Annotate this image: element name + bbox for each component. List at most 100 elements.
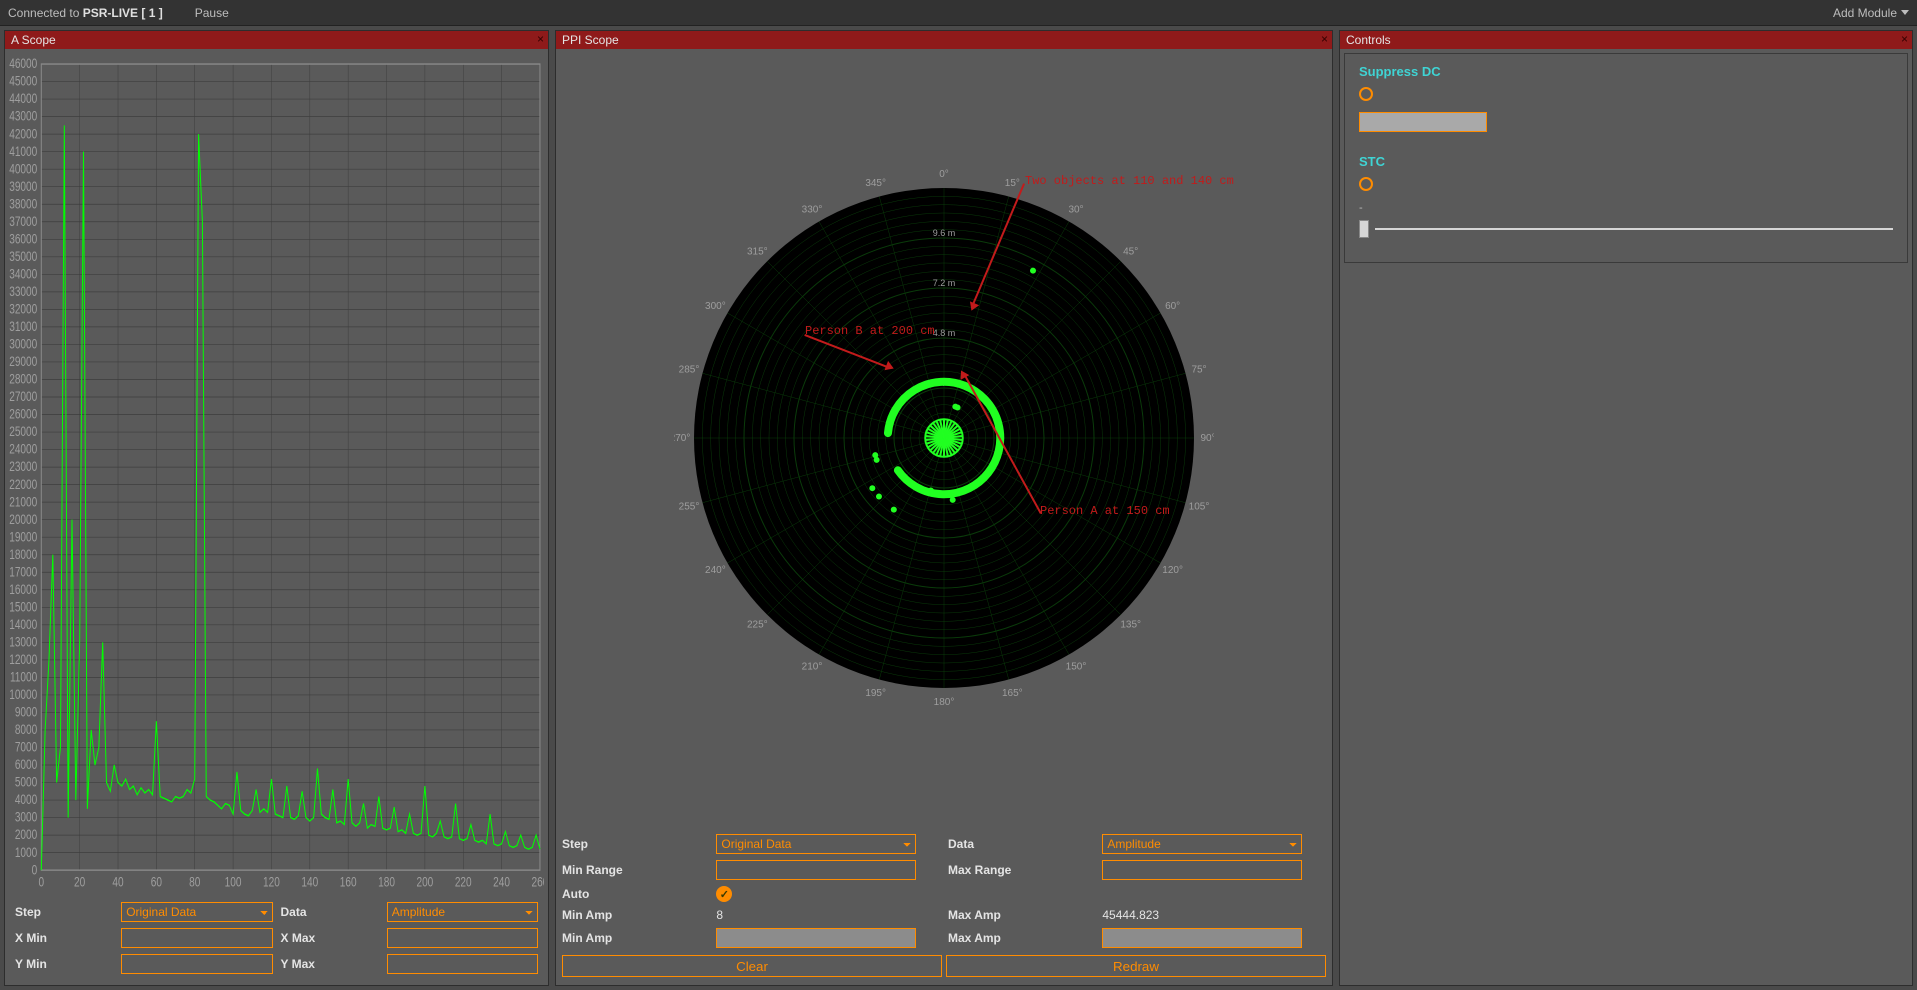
- svg-text:30°: 30°: [1068, 204, 1083, 215]
- svg-text:14000: 14000: [9, 616, 37, 632]
- maxrange-input[interactable]: [1102, 860, 1302, 880]
- ppiscope-form: Step Original Data Data Amplitude Min Ra…: [556, 827, 1332, 985]
- topbar: Connected to PSR-LIVE [ 1 ] Pause Add Mo…: [0, 0, 1917, 26]
- minrange-input[interactable]: [716, 860, 916, 880]
- step-label: Step: [11, 899, 117, 925]
- stc-label: STC: [1359, 154, 1893, 169]
- svg-text:35000: 35000: [9, 248, 37, 264]
- svg-text:160: 160: [340, 874, 357, 890]
- auto-checkbox[interactable]: ✓: [716, 886, 732, 902]
- minamp-slider-label: Min Amp: [558, 925, 712, 951]
- svg-text:43000: 43000: [9, 108, 37, 124]
- svg-text:220: 220: [455, 874, 472, 890]
- slider-track: [1375, 228, 1893, 230]
- svg-text:200: 200: [416, 874, 433, 890]
- maxrange-label: Max Range: [944, 857, 1098, 883]
- svg-text:2000: 2000: [15, 827, 38, 843]
- svg-text:315°: 315°: [747, 246, 768, 257]
- add-module-dropdown[interactable]: Add Module: [1833, 6, 1909, 20]
- svg-text:22000: 22000: [9, 476, 37, 492]
- svg-text:33000: 33000: [9, 283, 37, 299]
- svg-text:40: 40: [112, 874, 123, 890]
- svg-text:16000: 16000: [9, 581, 37, 597]
- svg-text:120: 120: [263, 874, 280, 890]
- svg-text:8000: 8000: [15, 722, 38, 738]
- ymax-label: Y Max: [277, 951, 383, 977]
- svg-text:15000: 15000: [9, 599, 37, 615]
- stc-toggle[interactable]: [1359, 177, 1373, 191]
- svg-text:0: 0: [32, 862, 38, 878]
- svg-text:255°: 255°: [679, 501, 700, 512]
- connection-target: PSR-LIVE [ 1 ]: [83, 6, 163, 20]
- svg-text:140: 140: [301, 874, 318, 890]
- ascope-chart: 0100020003000400050006000700080009000100…: [9, 53, 544, 895]
- svg-text:7.2 m: 7.2 m: [933, 278, 956, 288]
- maxamp-slider-label: Max Amp: [944, 925, 1098, 951]
- ppi-scope: 0°15°30°45°60°75°90°105°120°135°150°165°…: [556, 49, 1332, 827]
- ppiscope-header: PPI Scope ×: [556, 31, 1332, 49]
- svg-text:21000: 21000: [9, 494, 37, 510]
- svg-text:240°: 240°: [705, 565, 726, 576]
- xmin-label: X Min: [11, 925, 117, 951]
- svg-text:260: 260: [532, 874, 544, 890]
- svg-text:12000: 12000: [9, 651, 37, 667]
- suppress-dc-input[interactable]: [1359, 112, 1487, 132]
- suppress-dc-toggle[interactable]: [1359, 87, 1373, 101]
- xmax-label: X Max: [277, 925, 383, 951]
- ascope-panel: A Scope × 010002000300040005000600070008…: [4, 30, 549, 986]
- caret-down-icon: [1901, 10, 1909, 15]
- annotation-text: Person A at 150 cm: [1040, 504, 1170, 518]
- data-select[interactable]: Amplitude: [387, 902, 538, 922]
- svg-text:29000: 29000: [9, 354, 37, 370]
- svg-text:3000: 3000: [15, 809, 38, 825]
- svg-text:39000: 39000: [9, 178, 37, 194]
- svg-text:10000: 10000: [9, 686, 37, 702]
- svg-text:225°: 225°: [747, 620, 768, 631]
- svg-text:42000: 42000: [9, 126, 37, 142]
- ppiscope-panel: PPI Scope × 0°15°30°45°60°75°90°105°120°…: [555, 30, 1333, 986]
- svg-text:38000: 38000: [9, 196, 37, 212]
- svg-text:20000: 20000: [9, 511, 37, 527]
- svg-text:37000: 37000: [9, 213, 37, 229]
- add-module-label: Add Module: [1833, 6, 1897, 20]
- svg-text:75°: 75°: [1191, 365, 1206, 376]
- auto-label: Auto: [558, 883, 712, 905]
- close-icon[interactable]: ×: [1321, 32, 1328, 46]
- svg-text:5000: 5000: [15, 774, 38, 790]
- ascope-title: A Scope: [11, 33, 56, 47]
- ppiscope-title: PPI Scope: [562, 33, 619, 47]
- svg-text:1000: 1000: [15, 844, 38, 860]
- connection-status: Connected to PSR-LIVE [ 1 ]: [8, 6, 163, 20]
- svg-text:105°: 105°: [1189, 501, 1210, 512]
- svg-text:30000: 30000: [9, 336, 37, 352]
- svg-text:90°: 90°: [1200, 433, 1214, 444]
- stc-slider[interactable]: [1359, 220, 1893, 238]
- svg-text:195°: 195°: [865, 688, 886, 699]
- pause-button[interactable]: Pause: [195, 6, 229, 20]
- minamp-slider[interactable]: [716, 928, 916, 948]
- step-label: Step: [558, 831, 712, 857]
- ymax-input[interactable]: [387, 954, 538, 974]
- svg-text:36000: 36000: [9, 231, 37, 247]
- svg-text:100: 100: [225, 874, 242, 890]
- svg-text:80: 80: [189, 874, 200, 890]
- step-select[interactable]: Original Data: [121, 902, 272, 922]
- xmin-input[interactable]: [121, 928, 272, 948]
- svg-text:41000: 41000: [9, 143, 37, 159]
- svg-text:330°: 330°: [802, 204, 823, 215]
- data-select[interactable]: Amplitude: [1102, 834, 1302, 854]
- step-select[interactable]: Original Data: [716, 834, 916, 854]
- controls-title: Controls: [1346, 33, 1391, 47]
- maxamp-label: Max Amp: [944, 905, 1098, 925]
- clear-button[interactable]: Clear: [562, 955, 942, 977]
- redraw-button[interactable]: Redraw: [946, 955, 1326, 977]
- close-icon[interactable]: ×: [537, 32, 544, 46]
- svg-text:34000: 34000: [9, 266, 37, 282]
- xmax-input[interactable]: [387, 928, 538, 948]
- svg-text:240: 240: [493, 874, 510, 890]
- svg-text:28000: 28000: [9, 371, 37, 387]
- close-icon[interactable]: ×: [1901, 32, 1908, 46]
- maxamp-slider[interactable]: [1102, 928, 1302, 948]
- svg-text:13000: 13000: [9, 634, 37, 650]
- ymin-input[interactable]: [121, 954, 272, 974]
